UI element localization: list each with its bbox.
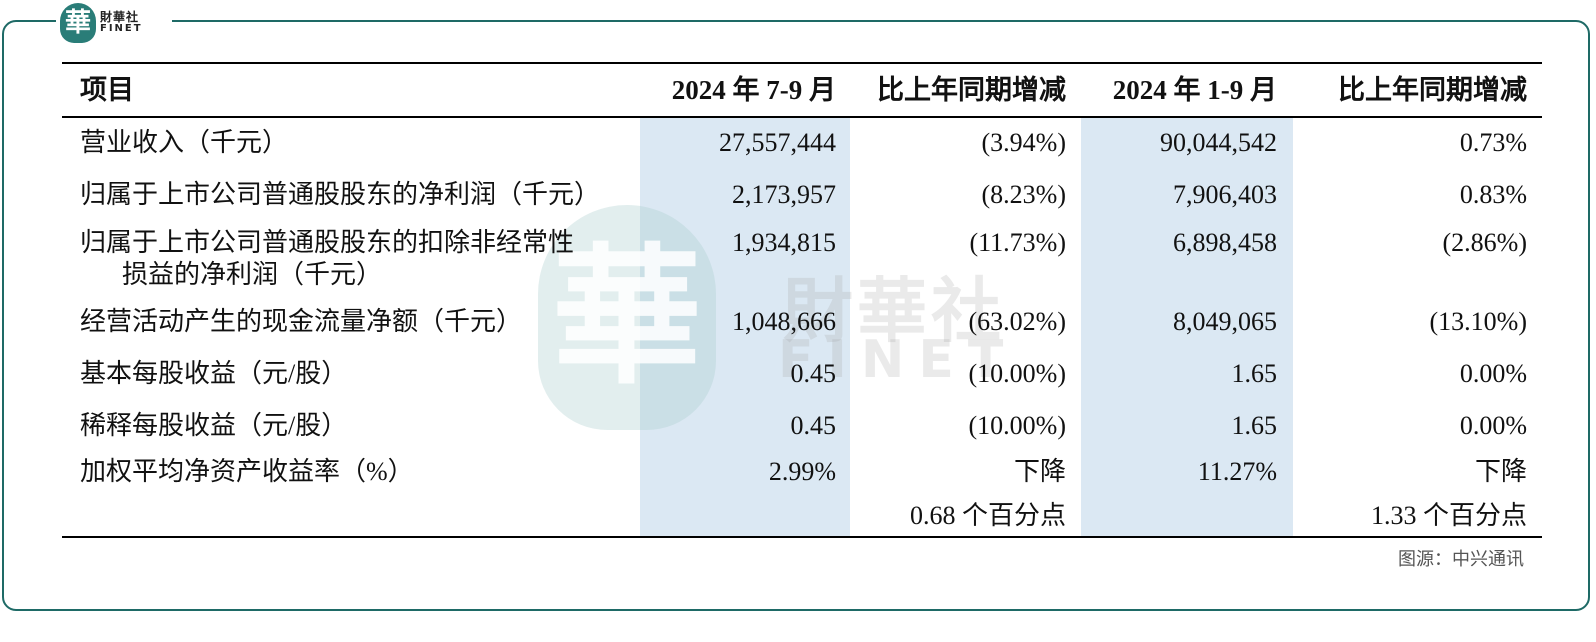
cell-q3: 1,934,815: [732, 228, 836, 257]
row-label: 营业收入（千元）: [80, 128, 289, 157]
row-label: 稀释每股收益（元/股）: [80, 411, 348, 440]
cell-q3: 0.45: [790, 359, 837, 388]
cell-ytd: 7,906,403: [1173, 180, 1277, 209]
logo-text: 財華社 FINET: [100, 11, 143, 34]
row-label: 经营活动产生的现金流量净额（千元）: [80, 307, 523, 336]
cell-ytd-change: 0.83%: [1459, 180, 1527, 209]
cell-q3: 0.45: [790, 411, 837, 440]
finet-logo: 華 財華社 FINET: [56, 0, 172, 46]
cell-q3-change: 下降: [1013, 457, 1066, 486]
row-label-continued: 损益的净利润（千元）: [122, 260, 383, 289]
cell-q3-change-continued: 0.68 个百分点: [909, 501, 1066, 530]
header-ytd: 2024 年 1-9 月: [1112, 75, 1277, 105]
row-label: 归属于上市公司普通股股东的扣除非经常性: [80, 228, 575, 257]
cell-ytd-change: 0.00%: [1459, 359, 1527, 388]
cell-q3-change: (10.00%): [968, 359, 1066, 388]
table-bottom-rule: [62, 536, 1542, 538]
cell-ytd: 11.27%: [1197, 457, 1277, 486]
cell-ytd-change: (2.86%): [1442, 228, 1527, 257]
cell-q3-change: (11.73%): [969, 228, 1066, 257]
column-shade-ytd: [1081, 118, 1293, 537]
logo-en: FINET: [100, 23, 143, 35]
cell-q3-change: (8.23%): [981, 180, 1066, 209]
cell-q3-change: (63.02%): [968, 307, 1066, 336]
card-frame: [2, 20, 1590, 611]
cell-ytd: 1.65: [1231, 359, 1278, 388]
table-header-rule: [62, 116, 1542, 118]
cell-ytd: 1.65: [1231, 411, 1278, 440]
logo-cn: 財華社: [100, 10, 140, 25]
cell-q3-change: (10.00%): [968, 411, 1066, 440]
table-top-rule: [62, 62, 1542, 64]
cell-q3-change: (3.94%): [981, 128, 1066, 157]
cell-ytd-change: 下降: [1474, 457, 1527, 486]
cell-q3: 1,048,666: [732, 307, 836, 336]
cell-ytd: 90,044,542: [1160, 128, 1277, 157]
cell-q3: 2.99%: [768, 457, 836, 486]
header-ytd-change: 比上年同期增减: [1338, 75, 1527, 105]
cell-q3: 2,173,957: [732, 180, 836, 209]
header-q3: 2024 年 7-9 月: [671, 75, 836, 105]
logo-mark-icon: 華: [60, 3, 96, 43]
cell-q3: 27,557,444: [719, 128, 836, 157]
header-item: 项目: [80, 75, 134, 105]
cell-ytd-change: (13.10%): [1429, 307, 1527, 336]
image-source: 图源：中兴通讯: [1398, 549, 1524, 570]
cell-ytd-change: 0.73%: [1459, 128, 1527, 157]
header-q3-change: 比上年同期增减: [877, 75, 1066, 105]
row-label: 加权平均净资产收益率（%）: [80, 457, 414, 486]
row-label: 基本每股收益（元/股）: [80, 359, 348, 388]
cell-ytd: 6,898,458: [1173, 228, 1277, 257]
column-shade-q3: [640, 118, 850, 537]
row-label: 归属于上市公司普通股股东的净利润（千元）: [80, 180, 601, 209]
cell-ytd-change: 0.00%: [1459, 411, 1527, 440]
cell-ytd: 8,049,065: [1173, 307, 1277, 336]
cell-ytd-change-continued: 1.33 个百分点: [1370, 501, 1527, 530]
